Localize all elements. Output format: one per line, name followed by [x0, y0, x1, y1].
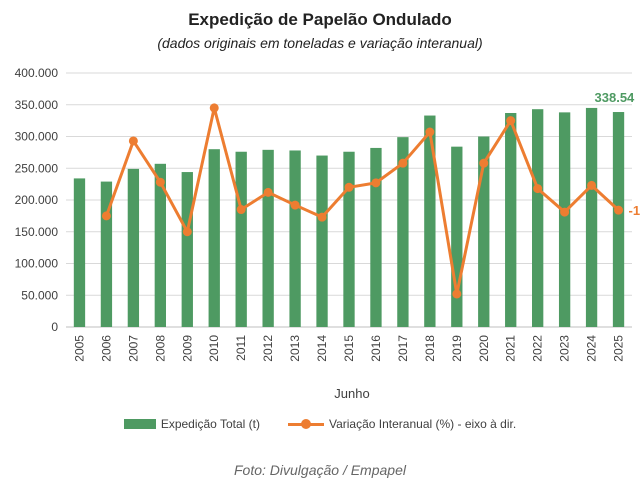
bar: [612, 112, 625, 327]
y-tick-label: 300.000: [15, 130, 59, 144]
x-tick-label: 2014: [315, 335, 329, 362]
y-tick-label: 250.000: [15, 161, 59, 175]
x-tick-label: 2024: [585, 335, 599, 362]
line-point: [587, 180, 597, 190]
bar: [289, 150, 301, 327]
chart-subtitle: (dados originais em toneladas e variação…: [157, 35, 483, 51]
line-point: [371, 178, 381, 188]
x-tick-label: 2025: [612, 335, 626, 362]
x-tick-label: 2020: [477, 335, 491, 362]
x-tick-label: 2011: [234, 335, 248, 361]
legend-item-line: Variação Interanual (%) - eixo à dir.: [287, 417, 517, 431]
bar: [343, 151, 355, 327]
x-axis-ticks: 2005 2006 2007 2008 2009 2010 2011 2012 2013 2014…: [72, 335, 625, 362]
line-point: [236, 205, 246, 215]
bar: [73, 178, 86, 327]
line-point: [398, 158, 408, 168]
line-point: [344, 182, 354, 192]
legend-line-swatch: [287, 419, 324, 429]
legend-label-bar: Expedição Total (t): [160, 417, 260, 431]
line-point: [479, 158, 489, 168]
line-point: [155, 177, 165, 187]
x-tick-label: 2019: [450, 335, 464, 362]
y-tick-label: 0: [51, 320, 58, 334]
bar: [451, 146, 463, 327]
legend: Expedição Total (t) Variação Interanual …: [0, 417, 640, 431]
x-tick-label: 2013: [288, 335, 302, 362]
line-point: [263, 187, 273, 197]
line-point: [128, 136, 138, 146]
bar: [532, 109, 544, 327]
y-tick-label: 100.000: [15, 257, 59, 271]
bar-series: [73, 107, 625, 328]
bar: [154, 163, 166, 327]
x-tick-label: 2018: [423, 335, 437, 362]
line-point: [290, 200, 300, 210]
line-point: [209, 103, 219, 113]
y-tick-label: 350.000: [15, 98, 59, 112]
line-point: [560, 207, 570, 217]
line-series: [101, 103, 624, 299]
y-tick-label: 150.000: [15, 225, 59, 239]
line-point: [506, 116, 516, 126]
legend-item-bar: Expedição Total (t): [123, 417, 260, 431]
bar: [181, 172, 193, 327]
photo-credit: Foto: Divulgação / Empapel: [234, 462, 406, 478]
x-tick-label: 2022: [531, 335, 545, 362]
x-tick-label: 2015: [342, 335, 356, 362]
x-tick-label: 2023: [558, 335, 572, 362]
bar: [558, 112, 571, 328]
x-tick-label: 2008: [153, 335, 167, 362]
y-tick-label: 200.000: [15, 193, 59, 207]
data-label: -1: [629, 203, 640, 218]
line-point: [533, 184, 543, 194]
y-axis-ticks: 0 50.000 100.000 150.000 200.000 250.000 300.0…: [15, 66, 59, 334]
bar: [585, 107, 598, 327]
bar: [208, 149, 220, 327]
bar: [262, 149, 274, 327]
x-tick-label: 2021: [504, 335, 518, 362]
x-tick-label: 2017: [396, 335, 410, 362]
legend-label-line: Variação Interanual (%) - eixo à dir.: [328, 417, 517, 431]
x-tick-label: 2009: [180, 335, 194, 362]
y-tick-label: 400.000: [15, 66, 59, 80]
x-tick-label: 2005: [72, 335, 86, 362]
line-point: [317, 212, 327, 222]
data-label: 338.54: [595, 90, 636, 105]
line-point: [614, 205, 624, 215]
bar: [505, 113, 517, 327]
bar: [424, 115, 436, 327]
line-point: [182, 227, 192, 237]
bar: [316, 155, 328, 327]
y-tick-label: 50.000: [21, 288, 58, 302]
legend-bar-swatch: [123, 419, 156, 429]
x-tick-label: 2007: [126, 335, 140, 362]
annotations: 338.54 -1: [595, 90, 640, 218]
x-tick-label: 2010: [207, 335, 221, 362]
line-point: [452, 289, 462, 299]
bar: [100, 181, 113, 327]
line-point: [101, 211, 111, 221]
bar: [127, 168, 140, 327]
chart-title: Expedição de Papelão Ondulado: [188, 10, 452, 29]
x-tick-label: 2016: [369, 335, 383, 362]
bar: [235, 151, 247, 327]
x-tick-label: 2006: [99, 335, 113, 362]
line-point: [425, 127, 435, 137]
bar: [370, 147, 382, 327]
x-axis-label: Junho: [334, 386, 369, 401]
bar: [397, 137, 409, 327]
bar: [478, 136, 490, 327]
x-tick-label: 2012: [261, 335, 275, 362]
series-line: [105, 106, 620, 296]
